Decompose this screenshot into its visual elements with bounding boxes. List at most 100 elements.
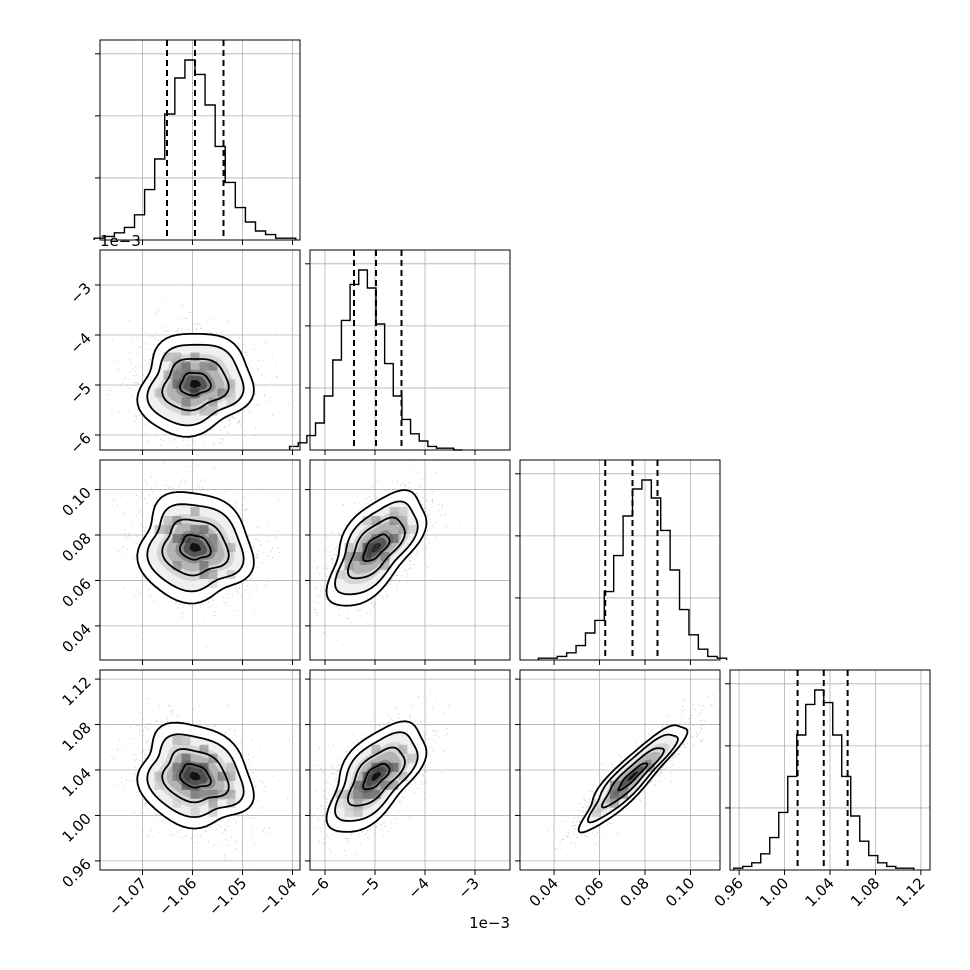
density-cell (172, 771, 182, 781)
scatter-panel-p2-vs-p0 (99, 459, 301, 661)
contour-line (362, 533, 391, 562)
density-cell (389, 780, 399, 790)
density-level (189, 771, 201, 781)
density-cell (353, 798, 363, 808)
density-cell (398, 744, 408, 754)
x-tick-label: 1.00 (756, 874, 792, 910)
histogram-panel-p3 (725, 669, 931, 871)
panel-frame (309, 459, 511, 661)
density-cell (181, 780, 191, 790)
histogram-step (537, 479, 728, 660)
density-cell (190, 789, 200, 799)
density-cell (172, 798, 182, 808)
density-cell (353, 789, 363, 799)
x-tick-label: 0.08 (616, 874, 652, 910)
contour-line (146, 503, 245, 593)
x-tick-label: −6 (304, 874, 332, 902)
density-cell (172, 735, 182, 745)
y-tick-label: 1.00 (58, 810, 94, 846)
density-cell (208, 361, 218, 371)
density-cell (353, 807, 363, 817)
density-cell (389, 516, 399, 525)
contour-line (146, 733, 245, 819)
density-cell (353, 780, 363, 790)
contour-line (178, 762, 212, 789)
contour-line (178, 533, 212, 561)
density-cell (163, 516, 173, 525)
density-cell (190, 807, 200, 817)
density-cell (208, 406, 218, 416)
density-cell (172, 352, 182, 362)
density-cell (226, 543, 236, 552)
y-tick-label: −4 (66, 329, 94, 357)
panel-frame (309, 249, 511, 451)
x-tick-label: −3 (454, 874, 482, 902)
density-cell (344, 552, 354, 561)
density-level (627, 771, 638, 782)
density-cell (371, 744, 381, 754)
y-tick-label: 0.08 (58, 529, 94, 565)
density-cell (610, 789, 619, 799)
density-cell (208, 570, 218, 579)
density-level (189, 379, 201, 389)
density-cell (407, 525, 417, 534)
density-cell (389, 534, 399, 543)
contour-line (161, 748, 230, 804)
density-cell (380, 561, 390, 570)
density-cell (226, 397, 236, 407)
contour-line (136, 333, 255, 438)
density-cell (208, 807, 218, 817)
density-cell (172, 762, 182, 772)
density-cell (172, 379, 182, 389)
density-cell (226, 570, 236, 579)
panel-frame (99, 249, 301, 451)
contour-line (586, 733, 679, 824)
x-tick-label: 0.06 (571, 874, 607, 910)
y-offset-label: 1e−3 (100, 232, 141, 250)
density-cell (199, 525, 209, 534)
density-cell (362, 780, 372, 790)
scatter-panel-p3-vs-p0 (99, 669, 301, 871)
density-cell (172, 516, 182, 525)
y-tick-label: −3 (66, 279, 94, 307)
panel-frame (519, 459, 721, 661)
panel-frame (99, 39, 301, 241)
density-cell (610, 780, 619, 790)
density-cell (190, 534, 200, 543)
density-cell (226, 762, 236, 772)
density-cell (190, 507, 200, 516)
contour-line (617, 762, 649, 792)
density-cell (199, 361, 209, 371)
density-cell (217, 771, 227, 781)
y-tick-label: 0.04 (58, 620, 94, 656)
density-cell (362, 516, 372, 525)
density-cell (181, 735, 191, 745)
contour-line (577, 724, 689, 834)
x-tick-label: −4 (404, 874, 432, 902)
density-cell (190, 762, 200, 772)
density-cell (208, 534, 218, 543)
x-tick-label: −5 (354, 874, 382, 902)
density-cell (226, 379, 236, 389)
density-cell (619, 789, 628, 799)
density-cell (208, 543, 218, 552)
y-tick-label: 0.96 (58, 855, 94, 891)
density-cell (371, 789, 381, 799)
y-tick-label: 1.08 (58, 719, 94, 755)
x-tick-label: 1.12 (892, 874, 928, 910)
density-cell (398, 771, 408, 781)
density-cell (163, 370, 173, 380)
density-cell (592, 807, 601, 817)
density-cell (208, 579, 218, 588)
contour-line (600, 747, 666, 809)
contour-line (136, 491, 255, 605)
density-cell (172, 361, 182, 371)
panel-frame (99, 459, 301, 661)
histogram-panel-p2 (515, 459, 728, 661)
y-tick-label: 0.10 (58, 484, 94, 520)
density-cell (199, 406, 209, 416)
contour-line (146, 343, 245, 427)
density-cell (199, 570, 209, 579)
density-cell (181, 534, 191, 543)
histogram-step (288, 269, 463, 451)
